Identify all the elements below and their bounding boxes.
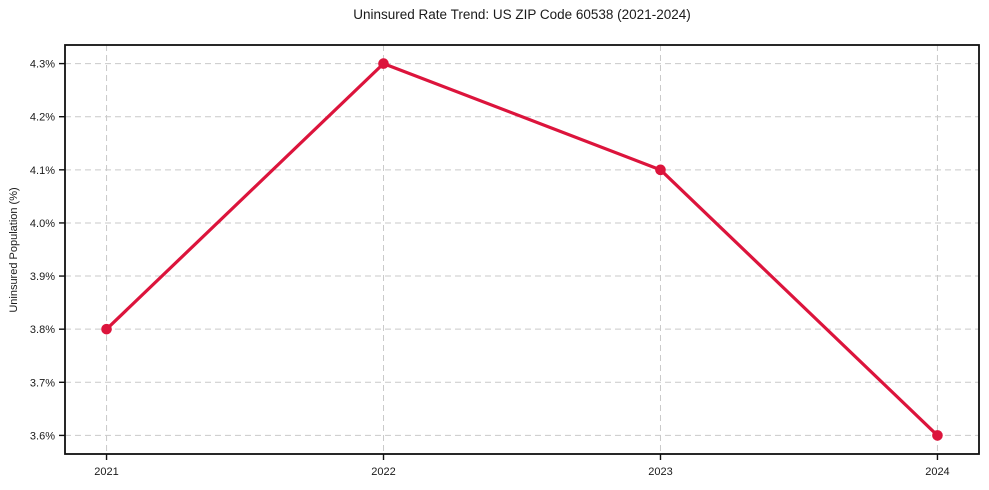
trend-line bbox=[104, 61, 940, 438]
data-point bbox=[101, 323, 112, 335]
x-tick-label: 2022 bbox=[371, 466, 395, 478]
y-tick-label: 3.6% bbox=[30, 430, 55, 442]
y-tick-label: 3.8% bbox=[30, 324, 55, 336]
x-tick-labels: 2021 2022 2023 2024 bbox=[94, 466, 949, 478]
axis-ticks bbox=[59, 62, 939, 460]
y-tick-label: 4.3% bbox=[30, 59, 55, 71]
x-tick-label: 2021 bbox=[94, 466, 118, 478]
x-tick-label: 2023 bbox=[648, 466, 672, 478]
y-tick-label: 4.2% bbox=[30, 112, 55, 124]
plot-border bbox=[64, 44, 980, 455]
gridlines bbox=[65, 45, 979, 454]
data-point bbox=[932, 430, 943, 441]
y-tick-labels: 3.6% 3.7% 3.8% 3.9% 4.0% 4.1% 4.2% 4.3% bbox=[30, 59, 55, 443]
data-point-markers bbox=[101, 58, 943, 441]
y-tick-label: 4.1% bbox=[30, 165, 55, 177]
x-tick-label: 2024 bbox=[925, 466, 949, 478]
data-point bbox=[655, 164, 666, 176]
y-tick-label: 4.0% bbox=[30, 218, 55, 230]
y-tick-label: 3.9% bbox=[30, 271, 55, 283]
data-point bbox=[378, 58, 389, 69]
chart-title: Uninsured Rate Trend: US ZIP Code 60538 … bbox=[353, 7, 691, 22]
y-tick-label: 3.7% bbox=[30, 377, 55, 389]
